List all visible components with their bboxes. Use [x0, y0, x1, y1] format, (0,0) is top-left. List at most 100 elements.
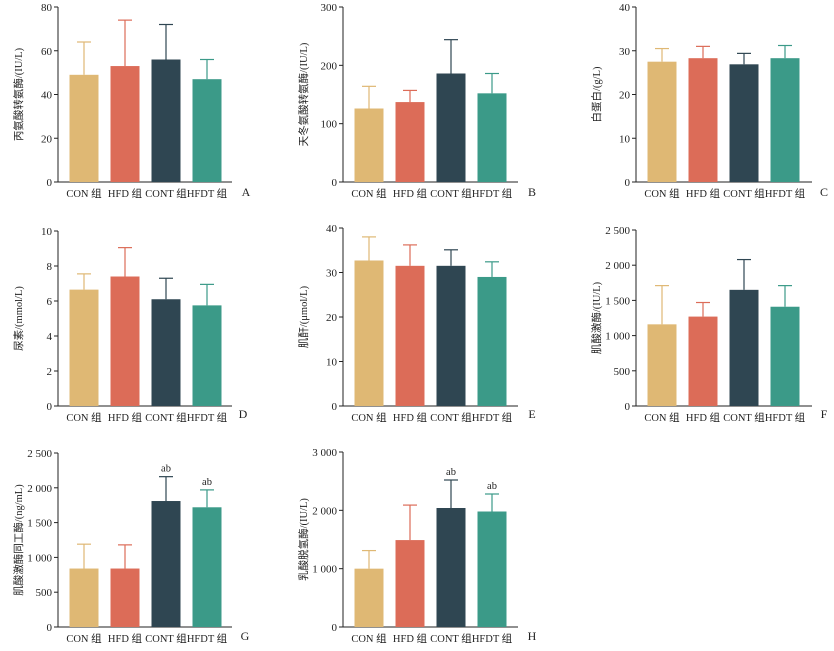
panel-d-category-label: CON 组 [66, 411, 102, 424]
panel-f-category-label: CON 组 [644, 411, 680, 424]
panel-f-bar-cont [729, 289, 759, 406]
panel-c-y-axis-label: 白蛋白/(g/L) [590, 66, 603, 122]
panel-b-y-axis-label: 天冬氨酸转氨酶/(IU/L) [297, 42, 310, 146]
panel-d-y-tick-label: 2 [47, 366, 53, 378]
panel-c-category-label: HFD 组 [686, 187, 721, 200]
panel-f-category-label: CONT 组 [723, 411, 765, 424]
panel-b-category-label: CON 组 [351, 187, 387, 200]
panel-g-y-tick-label: 500 [36, 587, 53, 599]
panel-f-bar-hfdt [770, 306, 800, 406]
panel-e-category-label: HFD 组 [393, 411, 428, 424]
panel-a-category-label: CONT 组 [145, 187, 187, 200]
panel-g-letter: G [241, 629, 250, 643]
panel-g-y-axis-label: 肌酸激酶同工酶/(ng/mL) [12, 484, 25, 596]
panel-c-bar-cont [729, 64, 759, 182]
panel-h-bar-cont [436, 508, 466, 627]
panel-e-category-label: CON 组 [351, 411, 387, 424]
panel-h-y-tick-label: 1 000 [312, 564, 337, 576]
panel-d-y-tick-label: 0 [47, 401, 53, 413]
panel-h-bar-hfdt [477, 511, 507, 627]
panel-d-y-tick-label: 8 [47, 261, 53, 273]
panel-a-y-tick-label: 40 [41, 90, 53, 102]
panel-d-y-tick-label: 6 [47, 296, 53, 308]
panel-f-y-tick-label: 2 000 [605, 260, 630, 272]
panel-g-category-label: CONT 组 [145, 632, 187, 645]
panel-h-bar-hfd [395, 540, 425, 627]
panel-e-letter: E [528, 407, 535, 421]
panel-b-bar-con [354, 108, 384, 182]
panel-a-y-tick-label: 60 [41, 46, 53, 58]
panel-e-y-tick-label: 40 [326, 223, 338, 235]
panel-g-category-label: HFD 组 [108, 632, 143, 645]
panel-b-letter: B [528, 185, 536, 199]
panel-e-bar-cont [436, 265, 466, 406]
panel-g-y-tick-label: 1 500 [27, 518, 52, 530]
panel-h-y-axis-label: 乳酸脱氢酶/(IU/L) [297, 498, 310, 581]
panel-g-bar-con [69, 568, 99, 627]
panel-d-bar-hfdt [192, 305, 222, 406]
panel-h-bar-con [354, 568, 384, 627]
panel-a-bar-con [69, 74, 99, 182]
panel-c-y-tick-label: 40 [619, 2, 631, 14]
panel-g-bar-hfdt [192, 507, 222, 627]
panel-c-y-tick-label: 20 [619, 90, 631, 102]
panel-h-y-tick-label: 0 [332, 622, 338, 634]
panel-d-letter: D [239, 407, 248, 421]
panel-f-letter: F [821, 407, 828, 421]
panel-e-y-tick-label: 10 [326, 357, 338, 369]
panel-h-category-label: HFDT 组 [472, 632, 513, 645]
panel-b-y-tick-label: 300 [321, 2, 338, 14]
panel-e-category-label: HFDT 组 [472, 411, 513, 424]
panel-e-y-tick-label: 20 [326, 312, 338, 324]
panel-c-category-label: CONT 组 [723, 187, 765, 200]
panel-b-category-label: HFDT 组 [472, 187, 513, 200]
panel-e-bar-con [354, 260, 384, 406]
panel-a-category-label: CON 组 [66, 187, 102, 200]
panel-g-category-label: CON 组 [66, 632, 102, 645]
panel-h-letter: H [528, 629, 537, 643]
panel-b-bar-cont [436, 73, 466, 182]
panel-a-y-tick-label: 0 [47, 177, 53, 189]
panel-g-y-tick-label: 2 500 [27, 448, 52, 460]
panel-d-bar-hfd [110, 276, 140, 406]
panel-c-y-tick-label: 10 [619, 133, 631, 145]
panel-e-y-tick-label: 30 [326, 268, 338, 280]
panel-c-bar-hfd [688, 58, 718, 182]
panel-c-y-tick-label: 30 [619, 46, 631, 58]
panel-c-bar-hfdt [770, 58, 800, 182]
panel-e-bar-hfd [395, 265, 425, 406]
panel-f-y-tick-label: 0 [625, 401, 631, 413]
panel-f-bar-con [647, 324, 677, 406]
panel-h-y-tick-label: 3 000 [312, 447, 337, 459]
panel-f-y-tick-label: 1 500 [605, 295, 630, 307]
panel-g-y-tick-label: 1 000 [27, 552, 52, 564]
panel-b-category-label: HFD 组 [393, 187, 428, 200]
panel-h-category-label: HFD 组 [393, 632, 428, 645]
panel-c-category-label: HFDT 组 [765, 187, 806, 200]
panel-b-y-tick-label: 0 [332, 177, 338, 189]
panel-d-category-label: CONT 组 [145, 411, 187, 424]
panel-g-category-label: HFDT 组 [187, 632, 228, 645]
panel-d-y-tick-label: 4 [47, 331, 53, 343]
panel-a-letter: A [242, 185, 251, 199]
panel-d-bar-cont [151, 299, 181, 406]
panel-a-category-label: HFDT 组 [187, 187, 228, 200]
panel-g-significance-label: ab [202, 477, 212, 488]
panel-g-bar-cont [151, 501, 181, 627]
panel-f-y-tick-label: 1 000 [605, 331, 630, 343]
panel-d-category-label: HFD 组 [108, 411, 143, 424]
panel-g-y-tick-label: 0 [47, 622, 53, 634]
panel-b-y-tick-label: 100 [321, 119, 338, 131]
panel-f-y-tick-label: 2 500 [605, 225, 630, 237]
panel-f-y-tick-label: 500 [614, 366, 631, 378]
panel-e-bar-hfdt [477, 276, 507, 406]
panel-g-y-tick-label: 2 000 [27, 483, 52, 495]
panel-f-bar-hfd [688, 316, 718, 406]
panel-b-y-tick-label: 200 [321, 60, 338, 72]
panel-a-bar-hfdt [192, 79, 222, 182]
panel-d-y-tick-label: 10 [41, 226, 53, 238]
panel-h-significance-label: ab [487, 481, 497, 492]
panel-a-category-label: HFD 组 [108, 187, 143, 200]
panel-e-y-tick-label: 0 [332, 401, 338, 413]
